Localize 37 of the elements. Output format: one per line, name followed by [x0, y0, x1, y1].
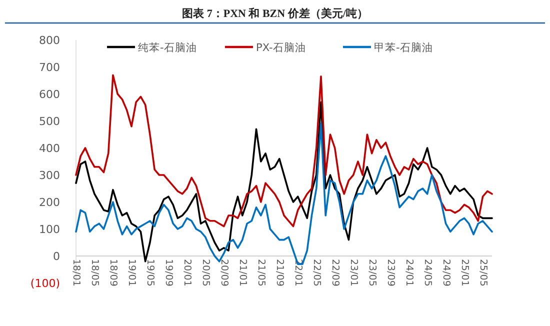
- x-tick-label: 24/01: [403, 259, 414, 286]
- chart-title: 图表 7：PXN 和 BZN 价差（美元/吨）: [182, 7, 368, 20]
- x-tick-label: 24/05: [422, 259, 433, 286]
- y-tick-label: 800: [39, 34, 60, 47]
- line-series: [75, 74, 493, 228]
- legend-label: 甲苯-石脑油: [374, 41, 433, 54]
- legend-label: 纯苯-石脑油: [138, 41, 197, 54]
- x-tick-label: 18/01: [70, 259, 82, 286]
- x-tick-label: 21/05: [255, 259, 266, 286]
- x-tick-label: 22/09: [329, 259, 340, 286]
- x-tick-label: 20/05: [200, 259, 211, 286]
- y-tick-label: 0: [53, 250, 60, 263]
- y-tick-label: (100): [30, 277, 60, 290]
- x-tick-label: 18/09: [107, 259, 118, 286]
- x-tick-label: 25/01: [458, 259, 470, 286]
- x-tick-label: 19/09: [162, 259, 174, 286]
- x-tick-label: 23/01: [348, 259, 359, 286]
- x-tick-label: 25/05: [477, 259, 488, 286]
- x-tick-label: 22/05: [310, 259, 322, 286]
- y-tick-label: 100: [39, 223, 60, 236]
- x-tick-label: 24/09: [440, 259, 452, 286]
- legend-label: PX-石脑油: [256, 41, 306, 54]
- x-tick-label: 21/01: [236, 259, 248, 286]
- x-tick-label: 20/09: [218, 259, 230, 286]
- x-tick-label: 23/05: [366, 259, 378, 286]
- y-tick-label: 400: [39, 142, 60, 155]
- y-tick-label: 200: [39, 196, 60, 209]
- x-tick-label: 19/05: [144, 259, 156, 286]
- y-tick-label: 500: [39, 115, 60, 128]
- x-tick-label: 19/01: [126, 259, 137, 286]
- x-tick-label: 23/09: [384, 259, 396, 286]
- x-tick-label: 21/09: [274, 259, 285, 286]
- y-tick-label: 300: [39, 169, 60, 182]
- x-tick-label: 20/01: [181, 259, 192, 286]
- y-tick-label: 600: [39, 88, 60, 101]
- x-tick-label: 18/05: [88, 259, 100, 286]
- y-tick-label: 700: [39, 61, 60, 74]
